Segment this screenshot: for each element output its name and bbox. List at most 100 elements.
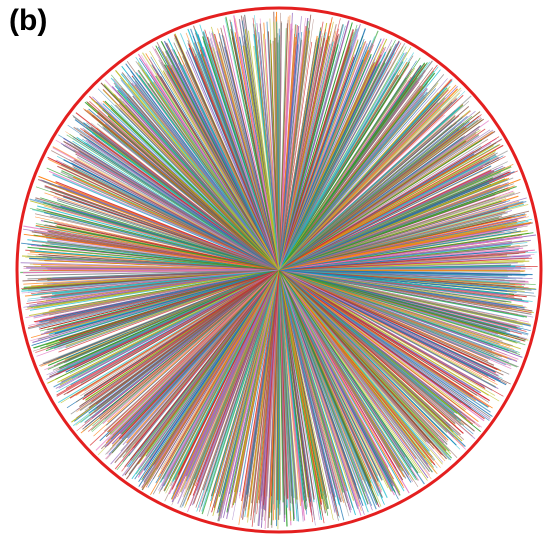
ray bbox=[129, 269, 280, 454]
ray bbox=[77, 158, 280, 271]
ray bbox=[160, 269, 280, 470]
ray bbox=[278, 209, 497, 271]
ray bbox=[63, 269, 280, 364]
ray bbox=[66, 134, 280, 271]
ray bbox=[83, 108, 280, 271]
ray bbox=[27, 269, 280, 280]
ray bbox=[149, 269, 280, 469]
ray bbox=[188, 44, 280, 271]
ray bbox=[278, 19, 289, 271]
ray bbox=[51, 259, 280, 271]
ray bbox=[278, 269, 315, 500]
ray bbox=[73, 149, 280, 271]
ray bbox=[278, 269, 511, 347]
ray bbox=[184, 269, 280, 509]
ray bbox=[264, 38, 280, 271]
ray bbox=[39, 227, 280, 271]
ray bbox=[259, 23, 280, 271]
ray bbox=[86, 122, 280, 271]
ray bbox=[278, 215, 516, 271]
ray bbox=[115, 104, 280, 271]
ray bbox=[278, 269, 485, 420]
ray bbox=[278, 269, 438, 475]
ray bbox=[278, 269, 324, 492]
ray bbox=[278, 88, 459, 271]
ray bbox=[278, 41, 365, 271]
ray bbox=[278, 269, 419, 474]
ray bbox=[278, 27, 310, 271]
ray bbox=[54, 269, 280, 310]
ray bbox=[278, 52, 414, 271]
ray bbox=[140, 82, 280, 271]
ray bbox=[278, 269, 287, 506]
ray bbox=[82, 138, 280, 271]
ray bbox=[278, 72, 436, 271]
ray bbox=[253, 33, 280, 271]
ray bbox=[203, 40, 280, 271]
ray bbox=[126, 72, 280, 271]
ray bbox=[278, 237, 516, 271]
ray bbox=[278, 269, 430, 455]
ray bbox=[278, 269, 410, 476]
ray bbox=[243, 45, 280, 271]
ray bbox=[278, 221, 532, 271]
ray bbox=[278, 22, 353, 271]
ray bbox=[278, 36, 281, 271]
ray bbox=[278, 269, 472, 397]
ray bbox=[278, 39, 376, 271]
ray bbox=[171, 269, 280, 503]
ray bbox=[195, 269, 280, 508]
ray bbox=[272, 40, 280, 271]
ray bbox=[58, 269, 280, 342]
ray bbox=[278, 269, 501, 382]
ray bbox=[278, 136, 463, 271]
ray bbox=[278, 269, 450, 460]
ray bbox=[278, 269, 308, 508]
ray bbox=[136, 269, 280, 465]
ray bbox=[164, 269, 280, 490]
ray bbox=[278, 269, 369, 505]
ray bbox=[244, 29, 280, 271]
ray bbox=[164, 41, 280, 271]
ray bbox=[162, 70, 280, 271]
ray bbox=[23, 233, 280, 271]
ray bbox=[43, 212, 280, 271]
ray bbox=[278, 269, 522, 330]
ray bbox=[141, 59, 280, 271]
ray bbox=[188, 269, 280, 491]
ray bbox=[210, 269, 280, 502]
ray bbox=[171, 269, 280, 490]
ray bbox=[121, 269, 280, 435]
ray bbox=[278, 269, 499, 358]
ray bbox=[278, 269, 360, 499]
ray bbox=[278, 269, 416, 480]
ray bbox=[278, 61, 404, 271]
ray bbox=[221, 35, 280, 271]
ray bbox=[133, 85, 280, 271]
ray bbox=[29, 269, 280, 306]
ray bbox=[278, 269, 529, 303]
ray bbox=[278, 269, 340, 518]
ray bbox=[198, 269, 280, 512]
ray bbox=[278, 23, 361, 271]
ray bbox=[278, 52, 395, 271]
ray bbox=[278, 269, 493, 417]
ray bbox=[57, 165, 280, 271]
ray bbox=[278, 115, 473, 271]
ray bbox=[166, 66, 280, 271]
ray bbox=[34, 269, 280, 309]
ray bbox=[278, 138, 502, 271]
ray bbox=[38, 269, 280, 330]
ray bbox=[278, 74, 445, 271]
ray bbox=[278, 269, 523, 307]
ray bbox=[275, 269, 280, 527]
ray bbox=[57, 269, 280, 359]
ray bbox=[278, 269, 509, 330]
ray bbox=[278, 116, 456, 271]
ray bbox=[278, 155, 497, 271]
ray bbox=[278, 165, 492, 271]
ray bbox=[185, 51, 280, 271]
radial-rays bbox=[20, 11, 538, 530]
ray bbox=[247, 30, 280, 271]
ray bbox=[185, 269, 280, 489]
